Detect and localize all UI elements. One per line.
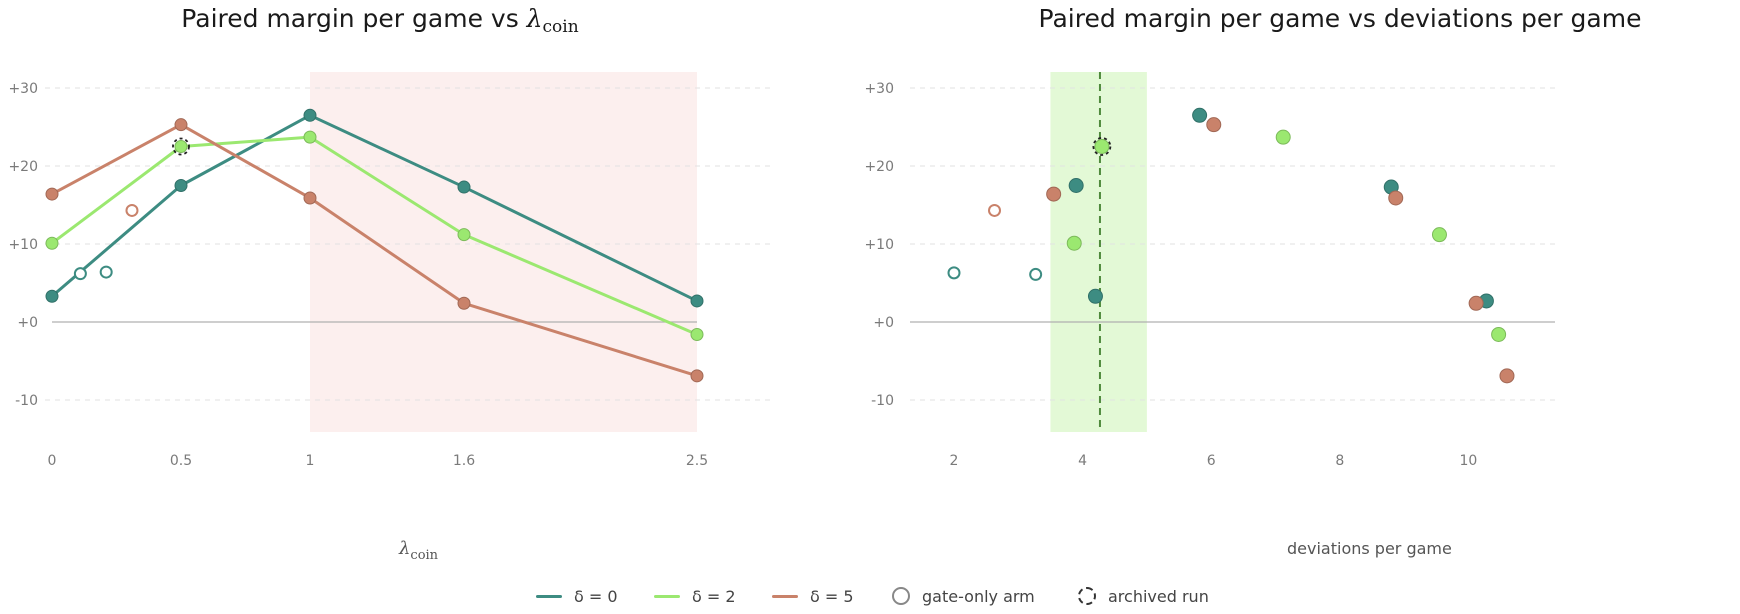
left-y-tick-label: +0 (17, 315, 38, 331)
right-y-tick-label: -10 (871, 393, 894, 409)
left-y-tick-label: +10 (8, 237, 38, 253)
right-data-point (1087, 288, 1103, 304)
right-data-point (1068, 178, 1084, 193)
right-y-tick-label: +10 (864, 237, 894, 253)
legend-label-archived: archived run (1108, 586, 1209, 606)
left-chart-title: Paired margin per game vs λcoin (155, 4, 605, 37)
left-data-point (690, 369, 704, 383)
x-axis-subscript: coin (410, 548, 439, 563)
right-y-tick-label: +0 (873, 315, 894, 331)
left-data-point (174, 140, 188, 153)
left-x-tick-label: 2.5 (686, 453, 708, 469)
right-data-point (1046, 186, 1062, 202)
left-y-tick-label: +30 (8, 81, 38, 97)
right-data-point (1275, 129, 1291, 145)
left-gate-only-point (73, 267, 87, 281)
right-x-axis-label: deviations per game (1287, 539, 1452, 558)
right-x-tick-label: 10 (1459, 453, 1477, 469)
left-archived-run-marker (172, 137, 190, 156)
right-archived-run-marker (1092, 137, 1112, 156)
right-gate-only-point (947, 266, 961, 280)
right-optimal-band (1050, 72, 1147, 432)
right-data-point (1066, 235, 1082, 251)
right-x-tick-label: 4 (1078, 453, 1087, 469)
lambda-subscript: coin (542, 17, 579, 37)
lambda-symbol: λ (526, 4, 543, 33)
left-data-point (457, 228, 471, 242)
legend-label-delta2: δ = 2 (692, 586, 736, 606)
left-x-tick-label: 0.5 (170, 453, 192, 469)
right-y-tick-label: +20 (864, 159, 894, 175)
legend-swatch-delta2 (654, 594, 680, 598)
left-data-point (457, 180, 471, 194)
left-data-point (457, 296, 471, 310)
right-data-point (1468, 295, 1484, 311)
legend-item-delta0: δ = 0 (536, 582, 618, 610)
left-data-point (45, 236, 59, 250)
right-gate-only-point (1029, 267, 1043, 281)
right-data-point (1094, 139, 1110, 154)
left-data-point (303, 108, 317, 122)
left-x-tick-label: 0 (48, 453, 57, 469)
left-y-tick-label: -10 (15, 393, 38, 409)
right-x-tick-label: 2 (950, 453, 959, 469)
left-chart-title-text: Paired margin per game vs (181, 4, 527, 33)
left-data-point (174, 118, 188, 132)
legend-item-delta2: δ = 2 (654, 582, 736, 610)
hollow-circle-icon (892, 587, 910, 605)
right-x-tick-label: 6 (1207, 453, 1216, 469)
left-x-tick-label: 1 (306, 453, 315, 469)
legend-swatch-delta0 (536, 594, 562, 598)
legend-swatch-delta5 (772, 594, 798, 598)
left-gate-only-point (99, 265, 113, 279)
left-data-point (303, 191, 317, 205)
right-gate-only-point (988, 203, 1002, 217)
legend-label-delta5: δ = 5 (810, 586, 854, 606)
left-x-tick-label: 1.6 (453, 453, 475, 469)
legend-label-delta0: δ = 0 (574, 586, 618, 606)
left-data-point (303, 130, 317, 144)
legend: δ = 0 δ = 2 δ = 5 gate-only arm archived… (0, 582, 1740, 610)
charts-canvas: -10 +0 +10 +20 +30 0 0.5 1 1.6 2.5 -10 +0 +10 +20 +30 2… (8, 72, 1555, 469)
left-gate-only-point (125, 203, 139, 217)
right-y-tick-label: +30 (864, 81, 894, 97)
right-data-point (1388, 190, 1404, 206)
left-data-point (174, 179, 188, 192)
legend-item-delta5: δ = 5 (772, 582, 854, 610)
legend-item-gate-only: gate-only arm (892, 582, 1035, 610)
x-axis-lambda: λ (399, 538, 411, 559)
left-data-point (45, 289, 59, 303)
legend-label-gate-only: gate-only arm (922, 586, 1035, 606)
left-x-axis-label: λcoin (399, 538, 438, 563)
left-data-point (690, 294, 704, 308)
left-data-point (45, 187, 59, 201)
legend-item-archived: archived run (1078, 582, 1209, 610)
right-chart-title: Paired margin per game vs deviations per… (1038, 4, 1642, 33)
left-data-point (690, 327, 704, 341)
right-data-point (1206, 117, 1222, 133)
left-y-tick-label: +20 (8, 159, 38, 175)
right-data-point (1499, 368, 1515, 384)
right-data-point (1491, 326, 1507, 342)
right-data-point (1431, 227, 1447, 243)
right-x-tick-label: 8 (1335, 453, 1344, 469)
right-data-point (1192, 107, 1208, 123)
dashed-circle-icon (1078, 587, 1096, 605)
